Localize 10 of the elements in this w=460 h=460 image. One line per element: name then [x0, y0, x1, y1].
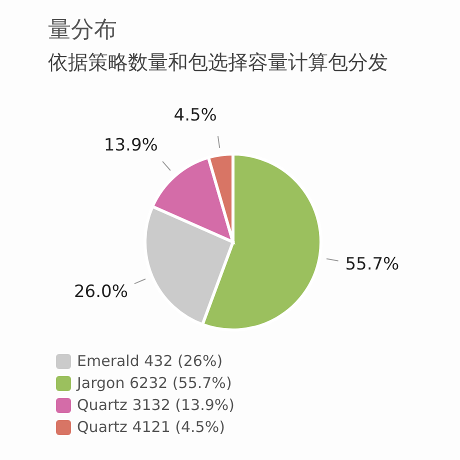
chart-title: 量分布	[48, 16, 117, 45]
data-label: 55.7%	[345, 254, 400, 275]
chart-subtitle: 依据策略数量和包选择容量计算包分发	[48, 49, 388, 76]
data-label: 4.5%	[174, 105, 217, 126]
legend-label: Emerald 432 (26%)	[77, 352, 223, 370]
legend-label: Quartz 4121 (4.5%)	[77, 418, 225, 436]
legend-label: Jargon 6232 (55.7%)	[77, 374, 232, 392]
legend-label: Quartz 3132 (13.9%)	[77, 396, 234, 414]
data-label: 26.0%	[74, 282, 128, 302]
data-label: 13.9%	[104, 136, 158, 156]
